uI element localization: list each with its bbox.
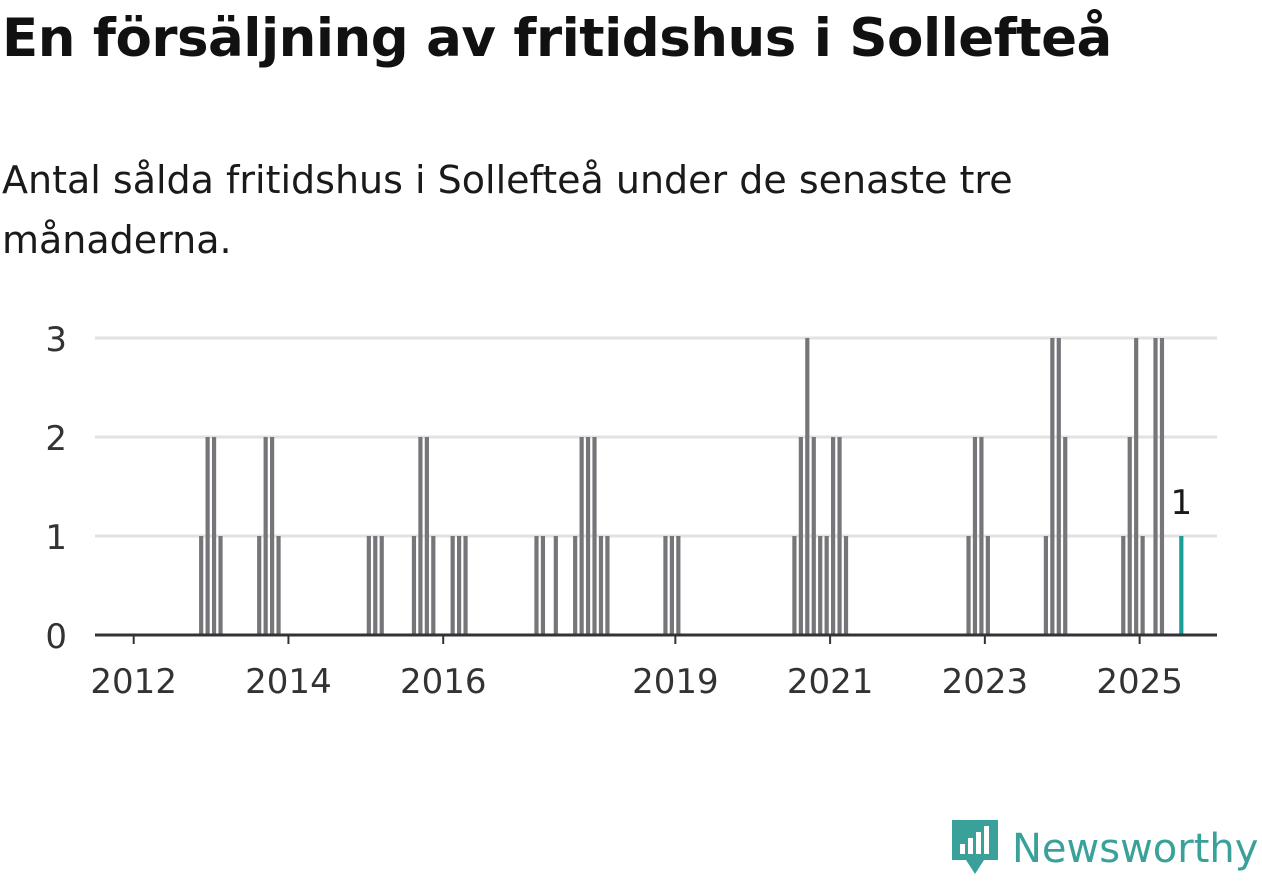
y-tick-label-0: 0 [45, 617, 67, 657]
gridlines [95, 336, 1217, 538]
bar-2018-02 [605, 536, 610, 635]
bar-2013-02 [218, 536, 223, 635]
bar-2025-04 [1159, 338, 1165, 635]
x-tick-label-2019: 2019 [632, 662, 719, 702]
bar-2025-07 [1179, 536, 1184, 635]
bar-2017-03 [534, 536, 539, 635]
bar-2017-11 [585, 437, 591, 635]
bar-2023-10 [1043, 536, 1048, 635]
bar-2012-11 [199, 536, 204, 635]
bars [199, 338, 1184, 635]
bar-2017-04 [540, 536, 546, 635]
x-tick-label-2014: 2014 [245, 662, 332, 702]
bar-2025-03 [1153, 338, 1158, 635]
bar-2015-09 [418, 437, 423, 635]
bar-2015-03 [379, 536, 384, 635]
bar-2016-03 [457, 536, 462, 635]
bar-2015-10 [424, 437, 429, 635]
bar-2021-02 [837, 437, 842, 635]
bar-2020-12 [824, 536, 829, 635]
newsworthy-logo: Newsworthy [950, 818, 1258, 880]
bar-2015-11 [431, 536, 436, 635]
bar-2024-11 [1127, 437, 1132, 635]
x-axis-ticks: 2012 2014 2016 2019 2021 2023 2025 [90, 635, 1183, 702]
bar-2018-01 [598, 536, 604, 635]
bar-2017-06 [553, 536, 558, 635]
x-tick-label-2023: 2023 [942, 662, 1029, 702]
bar-2015-01 [366, 536, 371, 635]
chart-subtitle: Antal sålda fritidshus i Sollefteå under… [2, 158, 1013, 262]
bar-2023-12 [1056, 338, 1061, 635]
bar-2018-11 [663, 536, 668, 635]
bar-2020-09 [805, 338, 810, 635]
y-tick-label-3: 3 [45, 320, 67, 360]
y-axis-ticks: 0 1 2 3 [45, 320, 67, 657]
bar-2016-02 [450, 536, 455, 635]
y-tick-label-1: 1 [45, 518, 67, 558]
bar-2017-09 [573, 536, 578, 635]
x-tick-label-2025: 2025 [1096, 662, 1183, 702]
bar-2020-10 [811, 437, 816, 635]
bar-2013-08 [257, 536, 262, 635]
bar-2022-10 [966, 536, 971, 635]
bar-2021-01 [831, 437, 836, 635]
bar-2017-10 [579, 437, 584, 635]
bar-2022-11 [972, 437, 978, 635]
x-tick-label-2012: 2012 [90, 662, 177, 702]
bar-2013-11 [276, 536, 281, 635]
bar-2024-10 [1121, 536, 1126, 635]
bar-2013-09 [263, 437, 268, 635]
x-tick-label-2016: 2016 [400, 662, 487, 702]
bar-2020-11 [818, 536, 823, 635]
x-tick-label-2021: 2021 [787, 662, 874, 702]
bar-2017-12 [592, 437, 597, 635]
bar-2023-01 [985, 536, 990, 635]
chart-title: En försäljning av fritidshus i Sollefteå [2, 8, 1112, 69]
bar-2021-03 [843, 536, 849, 635]
bar-2025-01 [1140, 536, 1145, 635]
newsworthy-logo-text: Newsworthy [1012, 826, 1259, 872]
bar-2023-11 [1050, 338, 1055, 635]
bar-2013-10 [270, 437, 275, 635]
newsworthy-logo-icon [950, 816, 1000, 882]
bar-2015-08 [411, 536, 417, 635]
bar-2018-12 [669, 536, 674, 635]
y-tick-label-2: 2 [45, 419, 67, 459]
bar-2012-12 [205, 437, 210, 635]
bar-2020-07 [792, 536, 797, 635]
bar-2020-08 [798, 437, 803, 635]
bar-2024-12 [1134, 338, 1139, 635]
bar-2016-04 [463, 536, 468, 635]
bar-chart: 0 1 2 3 2012 2014 2016 2019 2021 2023 2025 1 [45, 320, 1217, 702]
data-label-last: 1 [1170, 483, 1192, 523]
bar-2015-02 [373, 536, 378, 635]
bar-2013-01 [211, 437, 217, 635]
bar-2019-01 [676, 536, 681, 635]
bar-2024-01 [1063, 437, 1068, 635]
data-labels: 1 [1170, 483, 1192, 523]
bar-2022-12 [979, 437, 984, 635]
